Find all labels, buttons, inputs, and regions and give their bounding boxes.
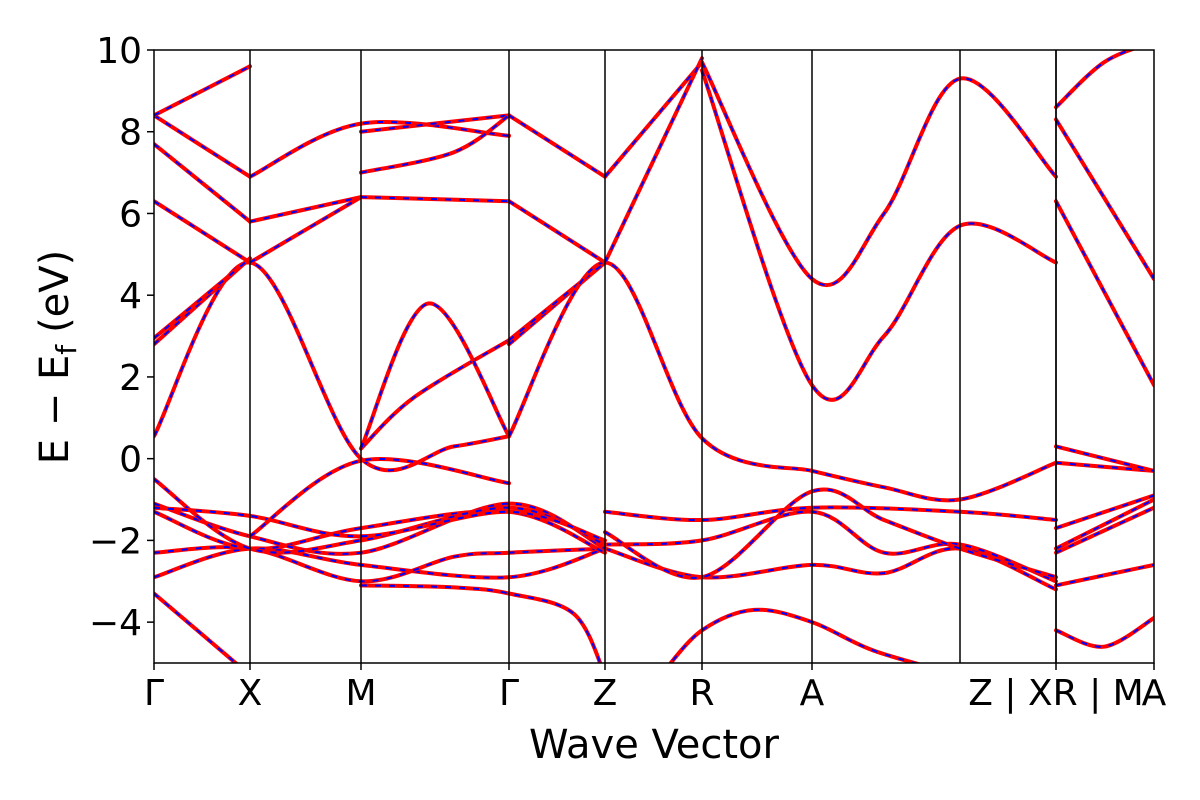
band-line-dashed-48	[1055, 50, 1133, 108]
y-axis-label-main: E − E	[32, 355, 78, 465]
x-tick-label-1: X	[238, 673, 263, 714]
y-tick-label: 8	[119, 113, 142, 154]
y-tick-label: 6	[119, 194, 142, 235]
band-line-48	[1054, 50, 1136, 110]
band-line-dashed-12	[1055, 498, 1154, 550]
band-line-dashed-8	[604, 510, 1057, 583]
x-tick-label-3: Γ	[499, 673, 519, 714]
plot-frame	[153, 49, 1155, 664]
band-line-dashed-1	[360, 584, 602, 663]
band-line-20	[359, 338, 511, 451]
x-tick-label-7: Z | XR | M	[968, 673, 1143, 714]
band-line-27	[1054, 444, 1154, 473]
band-line-dashed-47	[1055, 200, 1154, 386]
x-tick-label-6: A	[800, 673, 825, 714]
band-line-dashed-34	[249, 120, 510, 178]
y-tick-label: 10	[96, 31, 142, 72]
band-line-25	[810, 460, 1058, 503]
x-axis-label: Wave Vector	[529, 722, 780, 768]
band-line-dashed-29	[154, 257, 251, 339]
high-symmetry-lines	[249, 50, 1057, 663]
band-line-dashed-33	[154, 65, 251, 117]
y-axis-label: E − Ef (eV)	[32, 250, 83, 465]
x-tick-label-8: A	[1142, 673, 1167, 714]
band-line-35	[248, 195, 363, 265]
band-line-3	[1054, 616, 1154, 649]
band-line-dashed-23	[508, 261, 606, 341]
band-line-6	[1054, 562, 1154, 588]
y-axis-label-subscript: f	[50, 344, 83, 355]
band-line-dashed-3	[1055, 617, 1154, 648]
band-line-dashed-43	[604, 57, 703, 263]
y-axis-label-unit: (eV)	[32, 250, 78, 333]
band-line-dashed-30	[154, 200, 251, 264]
band-line-dashed-25	[811, 461, 1057, 502]
band-line-dashed-46	[1055, 118, 1154, 280]
band-line-dashed-11	[604, 506, 1057, 522]
y-tick-label: −2	[89, 521, 142, 562]
band-line-dashed-42	[604, 61, 703, 178]
y-axis-ticks: −4 −2 0 2 4 6 8 10	[89, 31, 154, 644]
band-line-dashed-20	[360, 339, 510, 450]
band-line-dashed-14	[604, 488, 1057, 579]
band-line-24	[507, 260, 814, 473]
y-tick-label: −4	[89, 603, 142, 644]
band-line-15	[1054, 493, 1154, 531]
x-tick-label-5: R	[689, 673, 714, 714]
band-line-dashed-10	[154, 510, 606, 554]
band-line-1	[359, 583, 603, 663]
band-line-dashed-44	[701, 61, 1057, 287]
band-line-45	[700, 68, 1058, 402]
band-line-dashed-45	[701, 70, 1057, 401]
band-line-dashed-9	[1055, 506, 1154, 554]
y-tick-label: 4	[119, 276, 142, 317]
band-line-0	[154, 591, 239, 663]
band-line-dashed-18	[154, 261, 510, 472]
band-line-dashed-24	[508, 261, 813, 472]
bands-layer	[154, 50, 1154, 663]
x-tick-label-4: Z	[593, 673, 618, 714]
band-line-dashed-37	[360, 114, 510, 133]
band-line-39	[359, 113, 511, 175]
band-line-dashed-17	[154, 506, 606, 542]
band-line-44	[700, 60, 1058, 288]
band-line-dashed-38	[360, 196, 510, 203]
band-line-dashed-40	[508, 200, 606, 264]
y-tick-label: 2	[119, 358, 142, 399]
band-line-dashed-41	[508, 114, 606, 178]
band-line-dashed-36	[249, 196, 362, 223]
y-tick-label: 0	[119, 440, 142, 481]
x-tick-label-2: M	[345, 673, 376, 714]
band-line-dashed-32	[154, 114, 251, 178]
band-line-dashed-31	[154, 143, 251, 223]
x-tick-label-0: Γ	[144, 673, 164, 714]
band-line-2	[668, 607, 922, 663]
band-line-dashed-21	[360, 302, 510, 449]
